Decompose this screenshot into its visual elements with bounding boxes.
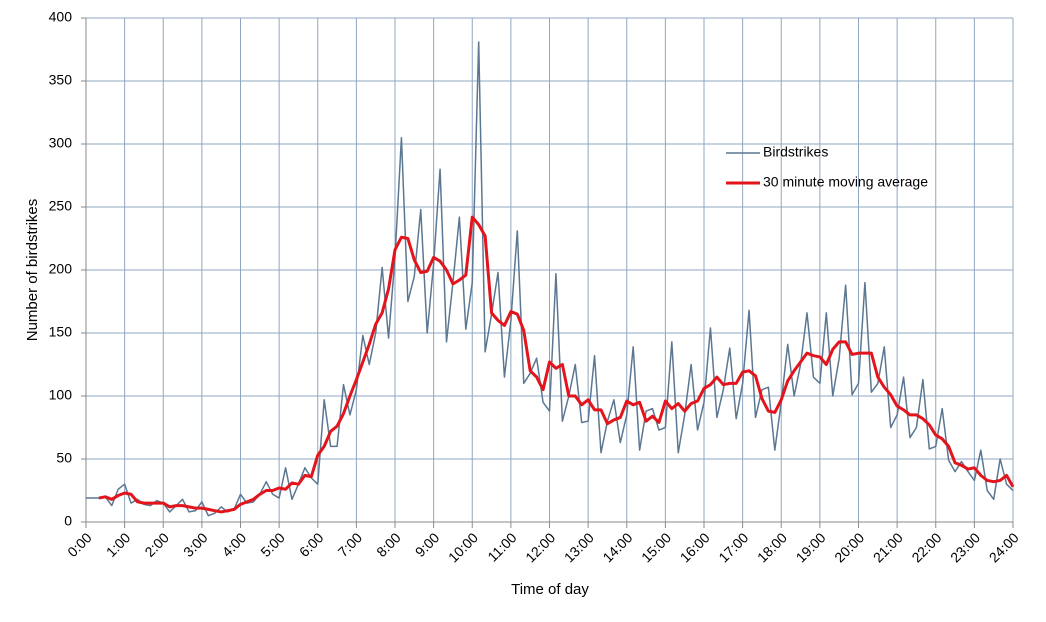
x-tick-label: 2:00	[141, 529, 172, 560]
y-tick-label: 200	[49, 261, 73, 277]
x-tick-label: 21:00	[870, 529, 906, 565]
y-tick-label: 150	[49, 324, 73, 340]
x-tick-label: 18:00	[754, 529, 790, 565]
y-tick-label: 250	[49, 198, 73, 214]
x-tick-label: 12:00	[522, 529, 558, 565]
x-tick-label: 4:00	[219, 529, 250, 560]
x-tick-label: 24:00	[986, 529, 1022, 565]
x-tick-label: 7:00	[335, 529, 366, 560]
x-tick-label: 10:00	[445, 529, 481, 565]
x-tick-label: 23:00	[947, 529, 983, 565]
x-tick-label: 8:00	[373, 529, 404, 560]
y-tick-label: 350	[49, 72, 73, 88]
x-tick-label: 16:00	[677, 529, 713, 565]
y-tick-label: 50	[56, 450, 72, 466]
x-axis-label: Time of day	[511, 581, 589, 598]
x-tick-label: 20:00	[831, 529, 867, 565]
legend-label: 30 minute moving average	[763, 174, 928, 190]
x-tick-label: 1:00	[103, 529, 134, 560]
x-tick-label: 19:00	[793, 529, 829, 565]
x-tick-label: 3:00	[180, 529, 211, 560]
x-tick-label: 9:00	[412, 529, 443, 560]
x-tick-label: 15:00	[638, 529, 674, 565]
x-tick-label: 22:00	[908, 529, 944, 565]
y-tick-label: 100	[49, 387, 73, 403]
y-tick-label: 0	[64, 513, 72, 529]
x-tick-label: 6:00	[296, 529, 327, 560]
y-axis-label: Number of birdstrikes	[24, 199, 41, 342]
y-tick-label: 400	[49, 9, 73, 25]
x-tick-label: 0:00	[64, 529, 95, 560]
x-tick-label: 11:00	[484, 529, 520, 565]
x-tick-label: 14:00	[599, 529, 635, 565]
legend-label: Birdstrikes	[763, 144, 828, 160]
series-line	[98, 215, 1015, 514]
x-tick-label: 5:00	[257, 529, 288, 560]
x-tick-label: 13:00	[561, 529, 597, 565]
series-line	[86, 41, 1014, 517]
y-tick-label: 300	[49, 135, 73, 151]
x-tick-label: 17:00	[715, 529, 751, 565]
